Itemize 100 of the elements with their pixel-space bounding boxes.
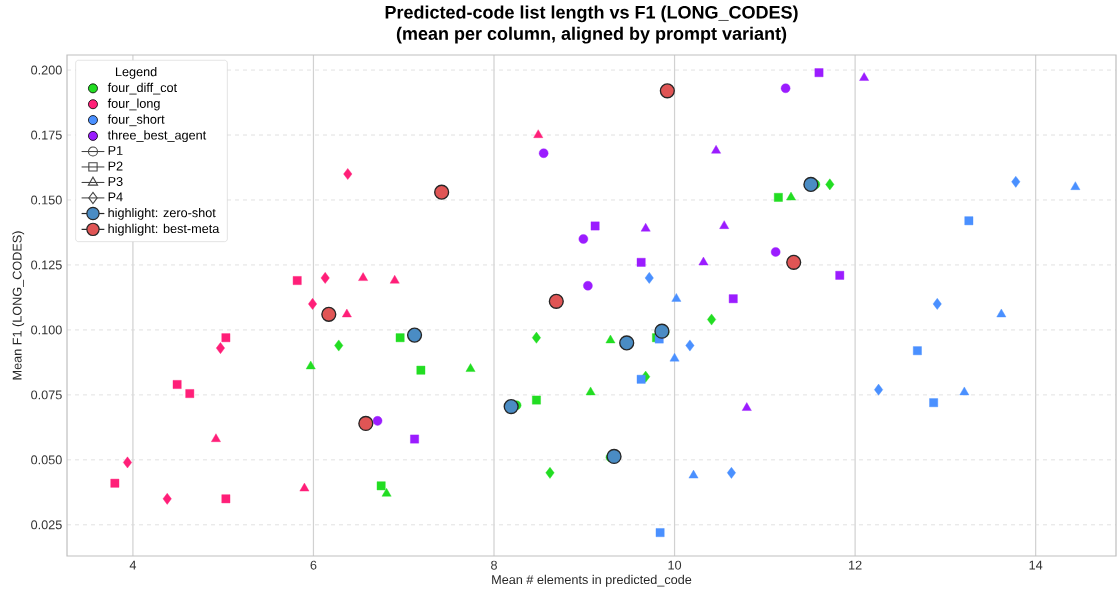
- y-tick-label: 0.175: [31, 130, 62, 140]
- point: [929, 398, 938, 407]
- point: [583, 281, 593, 291]
- point: [685, 339, 695, 352]
- point: [548, 293, 564, 309]
- legend-label: four_long: [107, 98, 160, 111]
- point: [216, 342, 225, 354]
- point: [590, 221, 600, 231]
- legend-label: four_diff_cot: [107, 82, 177, 95]
- point: [728, 294, 738, 304]
- point: [727, 467, 736, 479]
- point: [503, 398, 519, 415]
- point: [996, 308, 1007, 318]
- x-tick-label: 12: [849, 560, 862, 570]
- point: [299, 482, 310, 492]
- legend-label: highlight: zero-shot: [108, 207, 216, 220]
- y-tick-label: 0.050: [31, 455, 62, 465]
- point: [786, 191, 796, 201]
- x-tick-label: 4: [129, 560, 137, 570]
- point: [221, 494, 231, 504]
- point: [321, 306, 337, 322]
- chart-subtitle: (mean per column, aligned by prompt variant): [396, 26, 787, 44]
- point: [669, 352, 680, 362]
- point: [932, 298, 942, 310]
- x-tick-label: 8: [491, 560, 497, 570]
- point: [538, 148, 549, 158]
- point: [636, 258, 646, 267]
- point: [835, 271, 845, 280]
- legend-label: highlight: best-meta: [108, 223, 220, 236]
- point: [292, 276, 302, 285]
- point: [389, 275, 400, 284]
- point: [578, 234, 589, 244]
- legend-label: P1: [108, 146, 123, 155]
- point: [913, 346, 922, 356]
- point: [964, 216, 974, 226]
- point: [698, 256, 709, 266]
- point: [381, 488, 392, 497]
- point: [1011, 176, 1021, 188]
- point: [774, 193, 783, 202]
- point: [334, 339, 344, 352]
- point: [770, 247, 781, 257]
- legend-label: four_short: [107, 114, 165, 127]
- point: [585, 386, 596, 396]
- point: [545, 467, 555, 479]
- point: [406, 327, 423, 343]
- point: [358, 415, 374, 432]
- legend-title: Legend: [115, 66, 157, 79]
- y-tick-label: 0.200: [31, 65, 62, 75]
- point: [606, 448, 622, 465]
- point: [859, 72, 869, 81]
- point: [959, 386, 970, 396]
- point: [655, 528, 665, 537]
- point: [434, 184, 450, 200]
- point: [1070, 181, 1081, 190]
- y-tick-label: 0.150: [31, 195, 62, 205]
- point: [659, 83, 675, 99]
- point: [465, 363, 476, 372]
- x-tick-label: 10: [668, 560, 682, 570]
- point: [305, 360, 316, 370]
- y-tick-label: 0.100: [31, 325, 62, 335]
- point: [372, 416, 383, 426]
- point: [376, 481, 386, 491]
- point: [211, 433, 221, 442]
- legend-label: P2: [108, 161, 123, 171]
- point: [162, 493, 172, 505]
- point: [741, 402, 752, 411]
- point: [719, 220, 730, 229]
- point: [358, 272, 368, 281]
- point: [221, 333, 231, 343]
- x-tick-label: 6: [310, 560, 317, 570]
- point: [780, 83, 791, 93]
- point: [533, 129, 544, 138]
- point: [786, 254, 802, 270]
- point: [671, 293, 682, 302]
- point: [110, 478, 120, 488]
- point: [532, 395, 541, 405]
- point: [640, 223, 651, 232]
- legend-label: three_best_agent: [107, 130, 207, 143]
- point: [416, 365, 426, 375]
- point: [688, 469, 699, 479]
- y-tick-label: 0.025: [31, 520, 62, 530]
- legend-label: P4: [108, 192, 123, 202]
- point: [711, 145, 721, 154]
- point: [814, 68, 824, 77]
- point: [619, 335, 635, 351]
- point: [654, 323, 670, 339]
- y-tick-label: 0.125: [31, 260, 62, 270]
- point: [605, 334, 616, 344]
- x-axis-title: Mean # elements in predicted_code: [492, 574, 692, 587]
- y-axis-title: Mean F1 (LONG_CODES): [12, 231, 25, 380]
- point: [320, 272, 330, 284]
- y-tick-label: 0.075: [31, 390, 62, 400]
- chart-title: Predicted-code list length vs F1 (LONG_CODES): [385, 5, 798, 23]
- point: [395, 333, 405, 343]
- point: [803, 176, 819, 192]
- point: [172, 380, 182, 389]
- point: [644, 272, 654, 284]
- point: [343, 168, 353, 180]
- point: [410, 434, 419, 444]
- legend-label: P3: [108, 177, 123, 187]
